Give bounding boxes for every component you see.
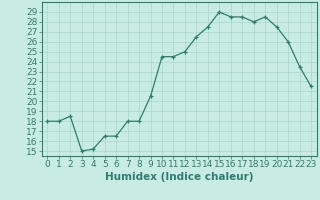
X-axis label: Humidex (Indice chaleur): Humidex (Indice chaleur)	[105, 172, 253, 182]
